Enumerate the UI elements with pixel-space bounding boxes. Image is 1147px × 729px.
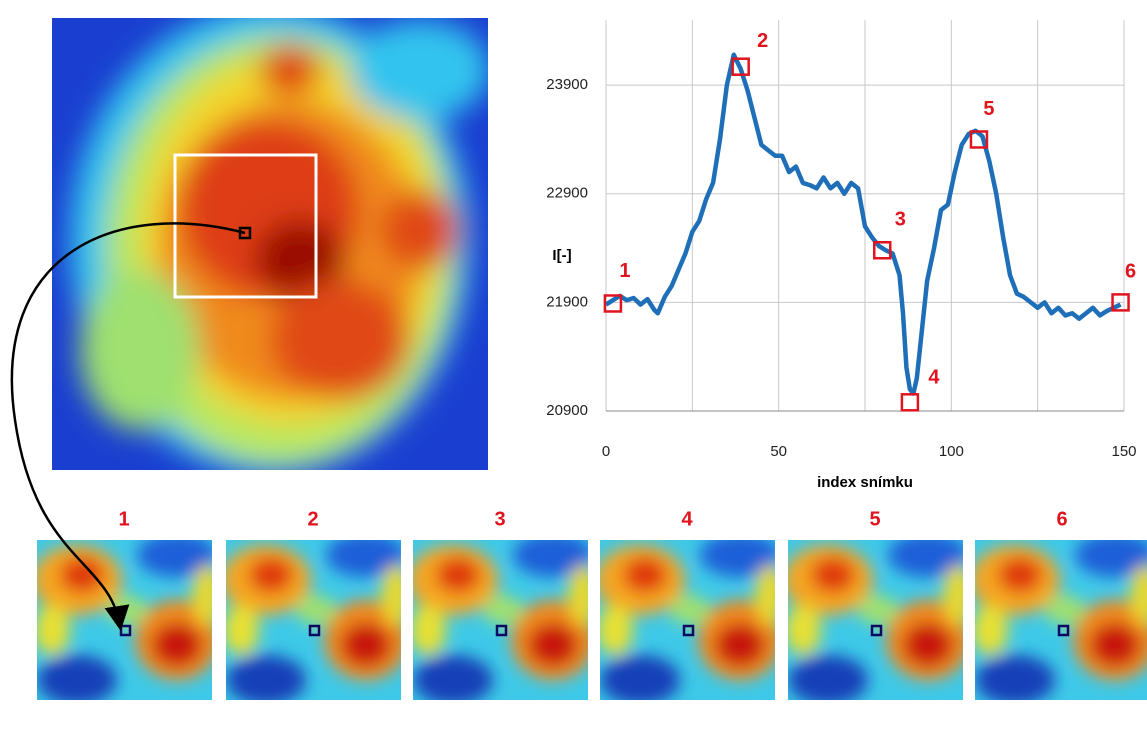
y-tick-label: 22900 [546,185,588,202]
marker-label: 4 [928,367,940,389]
highlight-marker [873,241,892,260]
thumbnail-label: 2 [307,508,318,530]
line-chart: 20900 21900 22900 23900 0 50 100 150 index snímk… [546,20,1137,491]
thumbnail-label: 5 [869,508,880,530]
arrow [10,222,246,631]
thumbnail-label: 6 [1056,508,1067,530]
thumbnails [32,533,1147,705]
x-axis-title: index snímku [817,474,913,491]
highlight-marker [731,57,750,76]
y-tick-label: 21900 [546,293,588,310]
marker-label: 3 [895,209,906,231]
marker-label: 2 [757,30,768,52]
x-tick-label: 150 [1111,443,1136,460]
thermal-image [52,18,488,470]
highlight-marker [1111,293,1130,312]
y-tick-label: 23900 [546,76,588,93]
marker-label: 5 [983,98,994,120]
thumbnail-label: 1 [118,508,129,530]
highlight-marker [969,130,989,149]
thumbnail-label: 4 [681,508,693,530]
x-tick-label: 0 [602,443,610,460]
thumbnail-label: 3 [494,508,505,530]
y-axis-title: I[-] [552,247,571,264]
y-tick-label: 20900 [546,402,588,419]
roi-box [173,153,318,299]
x-tick-label: 100 [939,443,964,460]
marker-label: 6 [1125,261,1136,283]
x-tick-label: 50 [770,443,787,460]
highlight-marker [900,393,920,412]
data-line [604,52,1122,396]
highlight-marker [603,294,623,313]
marker-label: 1 [619,260,630,282]
